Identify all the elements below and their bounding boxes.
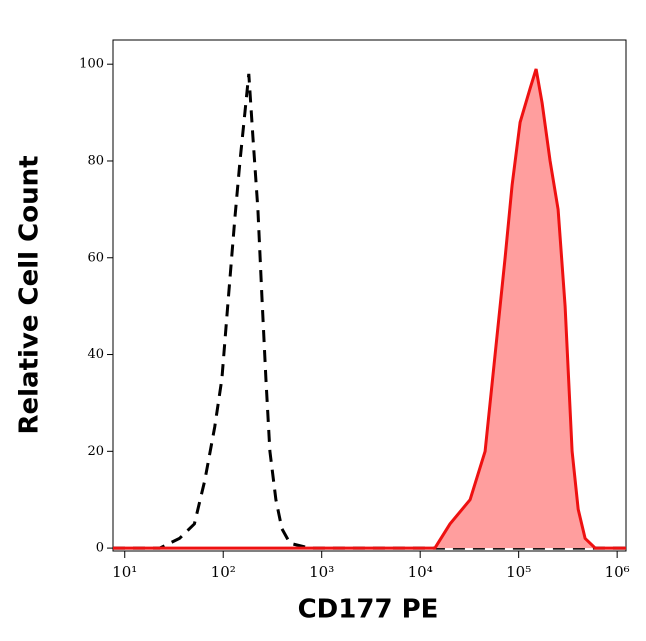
x-tick-label: 10²	[211, 563, 236, 581]
x-tick-label: 10¹	[112, 563, 137, 581]
line	[113, 73, 626, 550]
x-axis-label: CD177 PE	[298, 595, 439, 625]
x-tick-label: 10⁴	[408, 563, 433, 581]
line	[113, 68, 626, 550]
x-tick-label: 10⁶	[605, 563, 630, 581]
y-tick-label: 80	[87, 153, 104, 168]
plot-frame	[112, 39, 627, 552]
y-tick-label: 20	[87, 444, 104, 459]
y-tick-label: 60	[87, 250, 104, 265]
x-tick-label: 10⁵	[506, 563, 531, 581]
y-axis-label: Relative Cell Count	[15, 155, 45, 434]
x-tick-label: 10³	[309, 563, 334, 581]
y-tick-label: 40	[87, 347, 104, 362]
y-tick-label: 0	[96, 541, 104, 556]
area	[113, 69, 626, 549]
y-tick-label: 100	[79, 57, 104, 72]
